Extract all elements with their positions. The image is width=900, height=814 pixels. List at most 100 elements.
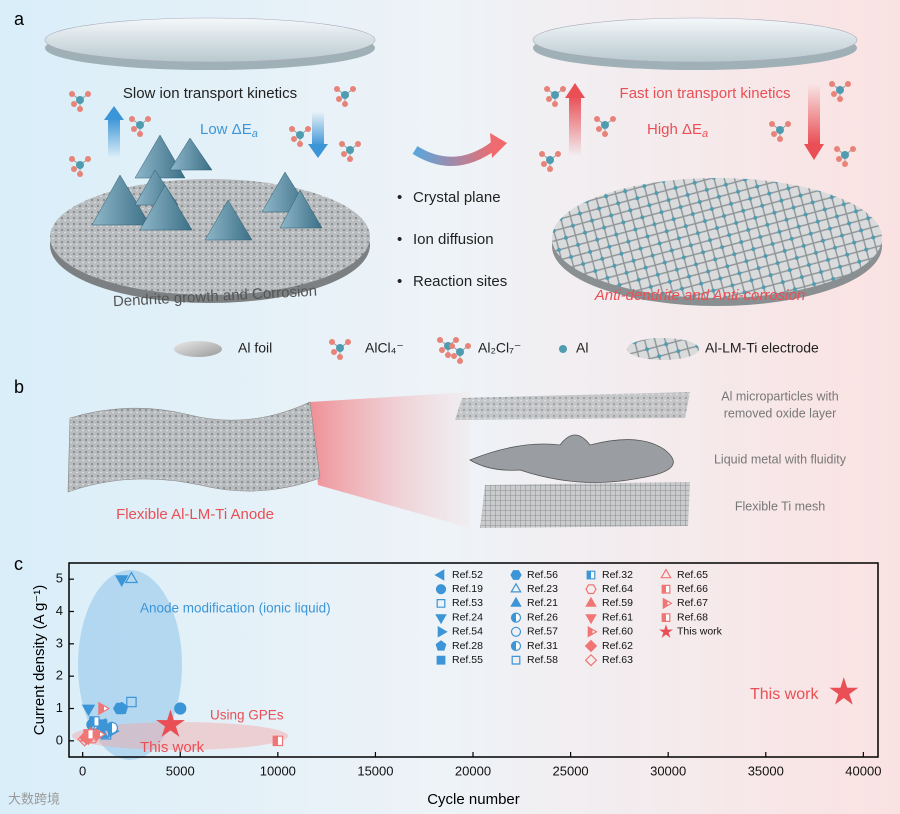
data-point xyxy=(174,702,187,715)
legend-label: Ref.65 xyxy=(677,569,708,581)
region-shade xyxy=(72,722,288,750)
anode-label: Flexible Al-LM-Ti Anode xyxy=(116,506,274,523)
legend-marker xyxy=(661,613,671,623)
legend-marker xyxy=(434,569,445,581)
right-caption: Fast ion transport kinetics xyxy=(620,85,791,102)
annotation: Anode modification (ionic liquid) xyxy=(140,601,331,616)
legend-label: Ref.57 xyxy=(527,626,558,638)
legend-text: Al xyxy=(576,340,588,356)
legend-text: Al foil xyxy=(238,340,272,356)
data-point xyxy=(829,677,859,705)
legend-text: Al-LM-Ti electrode xyxy=(705,340,819,356)
legend-marker xyxy=(436,655,446,665)
legend-label: Ref.31 xyxy=(527,640,558,652)
layer-label: Al microparticles with xyxy=(721,389,838,403)
legend-label: Ref.55 xyxy=(452,654,483,666)
layer-label: removed oxide layer xyxy=(724,406,837,420)
x-tick-label: 5000 xyxy=(166,763,195,778)
data-point xyxy=(114,575,129,588)
arrow xyxy=(104,106,124,120)
legend-marker xyxy=(585,596,597,607)
data-point xyxy=(94,727,107,742)
glass-disc-left xyxy=(44,17,376,70)
bullet: • xyxy=(397,273,402,290)
region-shade xyxy=(78,570,182,760)
data-point xyxy=(100,729,112,740)
legend-icon xyxy=(174,341,222,357)
x-tick-label: 0 xyxy=(79,763,86,778)
legend-label: Ref.62 xyxy=(602,640,633,652)
energy-sub: a xyxy=(252,128,258,140)
arrow xyxy=(565,83,585,98)
legend-label: Ref.67 xyxy=(677,597,708,609)
x-tick-label: 30000 xyxy=(650,763,686,778)
legend-marker xyxy=(510,626,522,637)
legend-marker xyxy=(437,626,448,638)
bullet: • xyxy=(397,189,402,206)
x-tick-label: 15000 xyxy=(357,763,393,778)
legend-marker xyxy=(658,624,674,638)
data-point xyxy=(124,571,139,584)
legend-icon xyxy=(559,345,567,353)
y-tick-label: 2 xyxy=(56,668,63,683)
bullet-text: Crystal plane xyxy=(413,189,501,206)
x-tick-label: 40000 xyxy=(845,763,881,778)
legend-marker xyxy=(661,584,671,594)
arrow xyxy=(108,118,120,158)
energy-label: High ΔEa xyxy=(647,121,708,140)
left-caption: Slow ion transport kinetics xyxy=(123,85,297,102)
y-tick-label: 1 xyxy=(56,700,63,715)
legend-label: Ref.19 xyxy=(452,583,483,595)
legend-label: Ref.61 xyxy=(602,611,633,623)
legend-marker xyxy=(586,570,596,580)
legend-label: Ref.56 xyxy=(527,569,558,581)
process-arrow xyxy=(490,133,507,158)
y-tick-label: 4 xyxy=(56,603,63,618)
y-tick-label: 3 xyxy=(56,635,63,650)
ti-mesh xyxy=(480,482,690,528)
x-tick-label: 20000 xyxy=(455,763,491,778)
legend-marker xyxy=(510,582,522,593)
data-point xyxy=(126,696,137,708)
arrow xyxy=(804,144,824,160)
panel-label: b xyxy=(14,377,24,397)
legend-label: Ref.60 xyxy=(602,626,633,638)
legend-icon xyxy=(627,338,699,360)
anode-sheet xyxy=(67,401,321,493)
panel-label: c xyxy=(14,554,23,574)
legend-a: Al foil AlCl₄⁻ Al₂Cl₇⁻ Al Al-LM-Ti elect… xyxy=(174,336,819,365)
data-point xyxy=(81,704,96,717)
x-tick-label: 35000 xyxy=(748,763,784,778)
annotation: Using GPEs xyxy=(210,708,284,723)
legend-label: Ref.24 xyxy=(452,611,483,623)
legend-label: Ref.59 xyxy=(602,597,633,609)
watermark: 大数跨境 xyxy=(8,791,60,806)
energy-text: Low ΔE xyxy=(200,121,252,138)
legend-marker xyxy=(436,598,446,608)
legend-marker xyxy=(585,584,597,595)
bullet-text: Reaction sites xyxy=(413,273,507,290)
data-point xyxy=(89,716,100,727)
arrow xyxy=(808,84,820,144)
arrow xyxy=(569,96,581,156)
legend-marker xyxy=(435,640,447,651)
zoom-fan xyxy=(310,392,470,528)
data-point xyxy=(83,729,94,740)
annotation: This work xyxy=(750,686,819,703)
energy-label: Low ΔEa xyxy=(200,121,258,140)
right-bottom-caption: Anti-dendrite and Anti-corrosion xyxy=(594,287,805,304)
particle-layer xyxy=(455,392,690,420)
legend-label: Ref.26 xyxy=(527,611,558,623)
data-point xyxy=(113,702,127,715)
legend-marker xyxy=(587,626,598,638)
legend-text: AlCl₄⁻ xyxy=(365,340,404,356)
layer-label: Liquid metal with fluidity xyxy=(714,452,847,466)
legend-marker xyxy=(585,614,597,625)
arrow xyxy=(312,112,324,146)
bullet: • xyxy=(397,231,402,248)
legend-marker xyxy=(662,597,673,610)
legend-marker xyxy=(510,596,522,607)
legend-label: Ref.64 xyxy=(602,583,633,595)
data-point xyxy=(98,701,111,716)
